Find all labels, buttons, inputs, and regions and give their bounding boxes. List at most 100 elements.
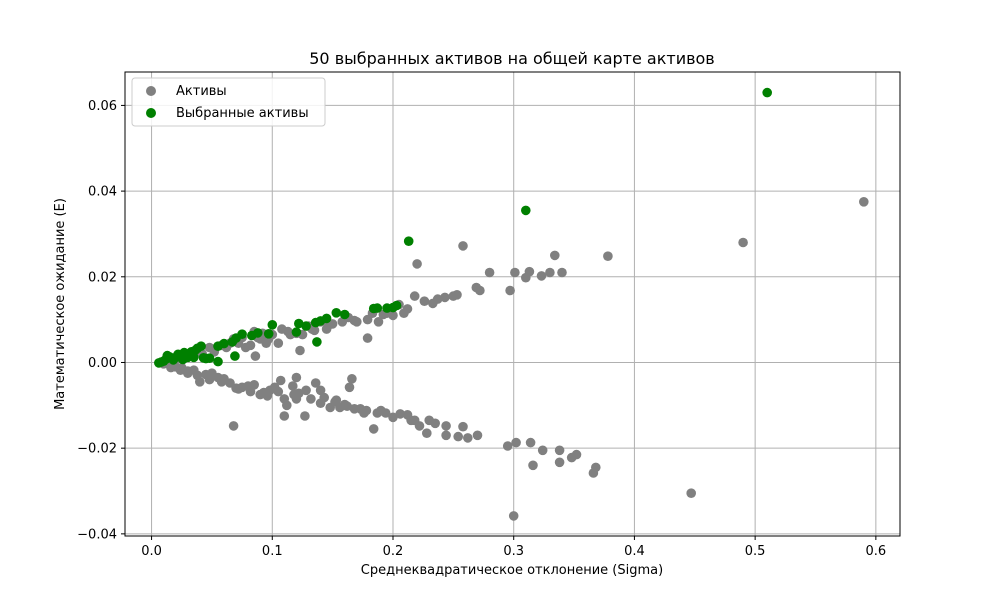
asset-point [306,394,316,404]
asset-point [463,433,473,443]
asset-point [428,298,438,309]
asset-point [557,267,567,278]
asset-point [192,370,203,381]
asset-point [484,267,495,278]
asset-point [310,378,321,388]
asset-point [738,237,748,248]
selected-asset-point [230,351,240,361]
asset-point [441,421,451,431]
x-tick-label: 0.4 [624,544,645,559]
asset-point [240,342,251,353]
asset-point [458,241,468,251]
y-tick-label: 0.00 [88,356,117,371]
selected-asset-point [301,321,311,331]
y-tick-label: 0.06 [88,99,117,114]
asset-point [440,292,450,303]
asset-point [511,437,521,448]
y-axis-label: Математическое ожидание (E) [53,198,68,410]
asset-point [412,259,422,269]
selected-asset-point [521,205,531,216]
asset-point [362,333,373,343]
x-tick-label: 0.1 [262,544,283,559]
selected-asset-point [382,303,392,313]
asset-point [301,385,311,396]
asset-point [395,409,406,419]
asset-point [422,428,432,439]
y-tick-label: −0.02 [77,442,117,457]
legend-label-selected-assets: Выбранные активы [176,106,309,121]
legend-marker-selected-assets [146,108,156,118]
asset-point [441,430,451,441]
asset-point [554,457,565,468]
asset-point [233,384,244,394]
asset-point [508,511,519,521]
asset-point [368,424,379,434]
asset-point [319,392,330,403]
x-tick-label: 0.2 [383,544,404,559]
chart-title: 50 выбранных активов на общей карте акти… [309,49,714,68]
asset-point [536,271,547,281]
asset-point [545,267,555,278]
asset-point [228,421,239,431]
selected-asset-point [162,350,173,361]
asset-point [295,345,305,356]
asset-point [406,415,416,426]
asset-point [300,411,310,421]
asset-point [554,445,565,456]
asset-point [430,418,441,429]
asset-point [183,368,193,379]
asset-point [288,381,298,391]
x-tick-label: 0.3 [503,544,524,559]
asset-point [279,411,290,421]
y-tick-label: 0.04 [88,185,117,200]
asset-point [362,314,373,325]
asset-point [502,441,513,451]
asset-point [376,405,386,416]
asset-point [262,391,273,401]
selected-asset-point [291,327,302,337]
asset-point [458,421,468,432]
asset-point [566,452,577,463]
asset-point [289,389,299,400]
asset-point [273,338,284,349]
selected-asset-point [267,320,278,330]
asset-point [505,285,515,296]
asset-point [315,385,326,396]
asset-point [453,431,464,442]
asset-point [588,468,599,478]
asset-point [419,296,430,307]
asset-point [373,317,384,327]
selected-asset-point [201,353,211,364]
asset-point [245,386,256,397]
asset-point [204,342,215,353]
asset-point [409,291,420,301]
selected-asset-point [368,303,379,314]
asset-point [537,445,548,456]
selected-asset-point [190,345,200,356]
plot-frame [124,71,901,537]
axis-ticks: 0.0 0.1 0.2 0.3 0.4 0.5 0.6 −0.04 −0.02 0.00 0.02 0… [77,99,886,559]
asset-point [216,377,227,387]
asset-point [686,488,696,499]
asset-point [342,401,352,412]
selected-asset-point [154,358,164,368]
asset-point [528,460,538,471]
selected-asset-point [331,308,342,318]
data-points [154,87,869,521]
asset-point [175,365,186,376]
asset-point [275,375,286,386]
asset-point [859,197,869,207]
asset-point [279,394,290,404]
selected-asset-point [403,236,414,246]
asset-point [471,282,482,293]
x-tick-label: 0.0 [141,544,162,559]
asset-point [255,389,265,400]
asset-point [291,372,302,383]
asset-point [347,374,357,384]
asset-point [472,430,483,441]
asset-point [448,291,459,301]
selected-asset-point [339,309,350,320]
y-tick-label: 0.02 [88,270,117,285]
